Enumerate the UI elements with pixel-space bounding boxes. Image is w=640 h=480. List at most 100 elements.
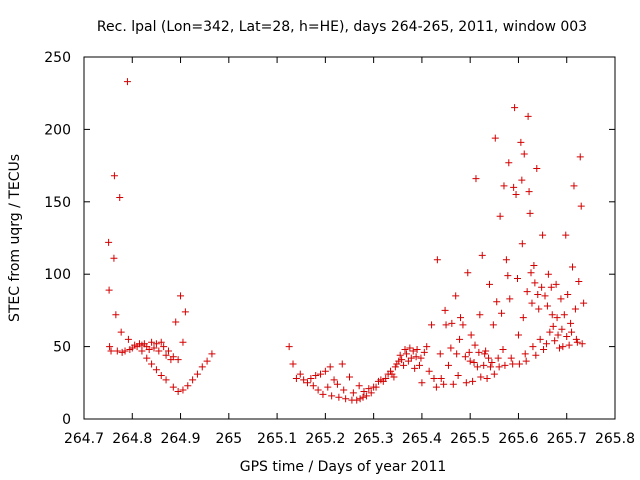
data-point — [505, 159, 513, 167]
data-point — [121, 347, 129, 355]
data-point — [517, 138, 525, 146]
x-tick-label: 265.4 — [402, 431, 442, 447]
data-point — [502, 256, 510, 264]
data-point — [499, 345, 507, 353]
data-point — [440, 380, 448, 388]
data-point — [518, 176, 526, 184]
data-point — [404, 357, 412, 365]
data-point — [543, 302, 551, 310]
data-point — [365, 385, 373, 393]
data-point — [328, 392, 336, 400]
data-point — [452, 292, 460, 300]
data-point — [570, 182, 578, 190]
chart-title: Rec. lpal (Lon=342, Lat=28, h=HE), days … — [97, 19, 587, 35]
data-point — [285, 343, 293, 351]
data-point — [110, 172, 118, 180]
data-point — [333, 380, 341, 388]
data-point — [496, 212, 504, 220]
data-point — [519, 314, 527, 322]
data-point — [481, 350, 489, 358]
data-point — [562, 231, 570, 239]
data-point — [485, 280, 493, 288]
data-point — [340, 386, 348, 394]
data-point — [486, 363, 494, 371]
data-point — [184, 382, 192, 390]
data-point — [542, 340, 550, 348]
data-point — [110, 254, 118, 262]
data-point — [107, 347, 115, 355]
data-point — [312, 372, 320, 380]
data-point — [193, 370, 201, 378]
data-point — [565, 341, 573, 349]
data-point — [432, 383, 440, 391]
data-point — [382, 374, 390, 382]
data-point — [577, 202, 585, 210]
data-point — [169, 353, 177, 361]
data-point — [174, 356, 182, 364]
data-point — [494, 354, 502, 362]
data-point — [483, 374, 491, 382]
data-point — [437, 374, 445, 382]
data-point — [433, 256, 441, 264]
data-point — [533, 164, 541, 172]
data-point — [420, 348, 428, 356]
data-point — [475, 348, 483, 356]
data-point — [522, 357, 530, 365]
data-point — [534, 290, 542, 298]
data-point — [527, 269, 535, 277]
data-point — [160, 343, 168, 351]
data-point — [551, 337, 559, 345]
data-point — [118, 348, 126, 356]
data-point — [112, 311, 120, 319]
data-point — [413, 345, 421, 353]
y-tick-label: 50 — [53, 340, 71, 356]
data-point — [150, 344, 158, 352]
data-point — [307, 374, 315, 382]
x-tick-label: 265.8 — [595, 431, 635, 447]
data-point — [509, 360, 517, 368]
data-point — [164, 347, 172, 355]
data-point — [573, 338, 581, 346]
data-points — [105, 78, 588, 404]
data-point — [418, 379, 426, 387]
data-point — [162, 351, 170, 359]
data-point — [541, 292, 549, 300]
data-point — [524, 112, 532, 120]
x-tick-label: 265.7 — [547, 431, 587, 447]
data-point — [560, 311, 568, 319]
data-point — [453, 350, 461, 358]
data-point — [203, 357, 211, 365]
plot-frame — [83, 56, 616, 420]
data-point — [105, 238, 113, 246]
data-point — [417, 354, 425, 362]
data-point — [387, 367, 395, 375]
data-point — [447, 344, 455, 352]
data-point — [428, 321, 436, 329]
data-point — [148, 338, 156, 346]
data-point — [181, 308, 189, 316]
data-point — [507, 354, 515, 362]
data-point — [547, 283, 555, 291]
data-point — [172, 318, 180, 326]
data-point — [546, 328, 554, 336]
data-point — [506, 295, 514, 303]
data-point — [124, 335, 132, 343]
data-point — [169, 383, 177, 391]
data-point — [174, 387, 182, 395]
data-point — [353, 396, 361, 404]
data-point — [157, 338, 165, 346]
data-point — [482, 347, 490, 355]
data-point — [462, 379, 470, 387]
data-point — [467, 331, 475, 339]
data-point — [476, 311, 484, 319]
data-point — [500, 182, 508, 190]
data-point — [575, 277, 583, 285]
data-point — [423, 343, 431, 351]
data-point — [145, 345, 153, 353]
data-point — [490, 370, 498, 378]
data-point — [448, 319, 456, 327]
data-point — [106, 343, 114, 351]
data-point — [466, 357, 474, 365]
data-point — [532, 351, 540, 359]
